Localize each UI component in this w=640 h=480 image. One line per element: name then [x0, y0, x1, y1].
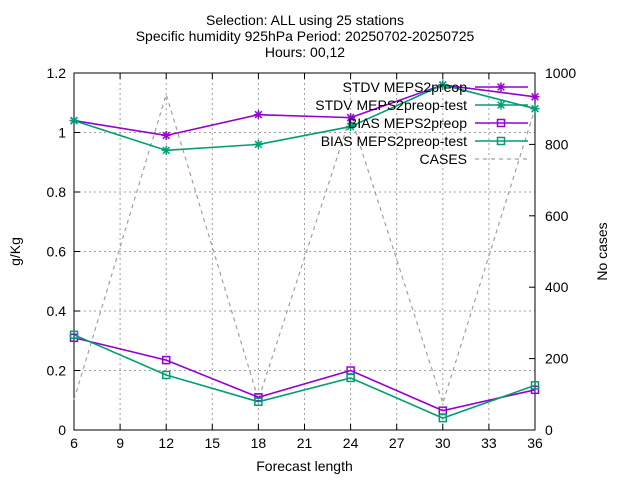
y2-axis-label: No cases — [594, 222, 610, 280]
y2-tick-label: 600 — [545, 208, 569, 224]
legend-item: STDV MEPS2preop — [343, 79, 528, 95]
y2-tick-label: 800 — [545, 136, 569, 152]
legend-marker — [496, 118, 506, 128]
title-line: Hours: 00,12 — [265, 44, 345, 60]
y-tick-label: 0 — [58, 422, 66, 438]
series-line — [73, 84, 536, 137]
data-point — [161, 145, 171, 155]
y2-tick-label: 200 — [545, 351, 569, 367]
data-point — [253, 139, 263, 149]
x-tick-label: 24 — [343, 435, 359, 451]
series-line — [73, 336, 536, 412]
data-point — [254, 393, 263, 402]
y-tick-label: 0.8 — [47, 184, 67, 200]
title-line: Specific humidity 925hPa Period: 2025070… — [136, 28, 475, 44]
x-tick-label: 27 — [389, 435, 405, 451]
y2-tick-label: 0 — [545, 422, 553, 438]
data-point — [530, 92, 540, 102]
data-point — [530, 104, 540, 114]
legend-label: BIAS MEPS2preop-test — [321, 133, 467, 149]
data-point — [254, 397, 263, 406]
y2-tick-label: 1000 — [545, 65, 576, 81]
series-line — [73, 334, 536, 419]
plot-frame — [73, 72, 536, 431]
legend-marker — [496, 136, 506, 146]
x-tick-label: 12 — [158, 435, 174, 451]
legend-item: BIAS MEPS2preop — [348, 115, 528, 131]
data-point — [346, 122, 356, 132]
x-tick-label: 15 — [205, 435, 221, 451]
legend-item: BIAS MEPS2preop-test — [321, 133, 528, 149]
data-point — [161, 130, 171, 140]
chart-title: Selection: ALL using 25 stationsSpecific… — [136, 12, 475, 60]
x-tick-label: 30 — [435, 435, 451, 451]
legend-label: STDV MEPS2preop-test — [315, 97, 467, 113]
data-point — [346, 113, 356, 123]
y-tick-label: 1 — [58, 125, 66, 141]
y-tick-label: 0.4 — [47, 303, 67, 319]
data-point — [438, 80, 448, 90]
data-point — [530, 381, 540, 390]
legend-marker — [496, 100, 506, 110]
grid — [74, 73, 535, 430]
x-tick-label: 9 — [116, 435, 124, 451]
data-point — [253, 110, 263, 120]
series-line — [73, 84, 536, 152]
x-tick-label: 33 — [481, 435, 497, 451]
legend-marker — [496, 82, 506, 92]
y-tick-label: 1.2 — [47, 65, 67, 81]
data-point — [346, 373, 355, 383]
y2-tick-label: 400 — [545, 279, 569, 295]
data-point — [69, 330, 79, 340]
data-point — [530, 385, 540, 395]
data-point — [69, 116, 79, 126]
legend-item: STDV MEPS2preop-test — [315, 97, 528, 113]
data-point — [161, 355, 171, 365]
axis-ticks: 6 9 12 15 18 21 24 27 30 33 3600.20.40.60.811.2020… — [47, 65, 577, 451]
series — [69, 80, 540, 423]
x-tick-label: 21 — [297, 435, 313, 451]
x-tick-label: 6 — [70, 435, 78, 451]
legend: STDV MEPS2preop STDV MEPS2preop-test BIAS … — [315, 79, 528, 167]
legend-label: CASES — [420, 151, 467, 167]
legend-item: CASES — [420, 151, 528, 167]
data-point — [438, 413, 448, 423]
legend-label: STDV MEPS2preop — [343, 79, 468, 95]
series-bias-meps2preop-test — [69, 330, 540, 423]
x-tick-label: 18 — [251, 435, 267, 451]
title-line: Selection: ALL using 25 stations — [206, 12, 404, 28]
series-stdv-meps2preop-test — [69, 80, 540, 155]
y-axis-label: g/Kg — [7, 237, 23, 266]
y-tick-label: 0.6 — [47, 244, 67, 260]
y-tick-label: 0.2 — [47, 363, 67, 379]
x-axis-label: Forecast length — [256, 458, 353, 474]
legend-label: BIAS MEPS2preop — [348, 115, 467, 131]
data-point — [161, 370, 171, 380]
x-tick-label: 36 — [527, 435, 543, 451]
